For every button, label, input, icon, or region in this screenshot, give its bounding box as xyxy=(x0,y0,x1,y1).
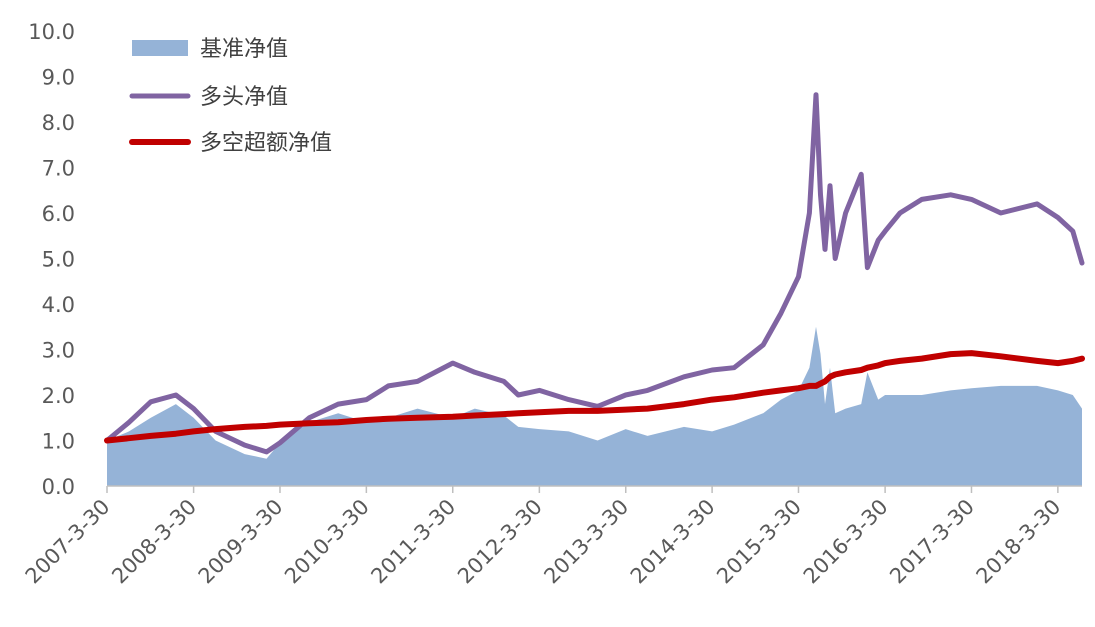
x-tick-label: 2016-3-30 xyxy=(799,495,893,589)
series-line-long xyxy=(104,92,1085,455)
x-tick-label: 2017-3-30 xyxy=(885,495,979,589)
y-tick-label: 0.0 xyxy=(42,475,75,499)
legend-swatch-benchmark xyxy=(132,40,188,56)
x-tick-label: 2010-3-30 xyxy=(280,495,374,589)
x-tick-label: 2015-3-30 xyxy=(712,495,806,589)
y-tick-label: 1.0 xyxy=(42,430,75,454)
y-tick-label: 6.0 xyxy=(42,202,75,226)
x-tick-label: 2018-3-30 xyxy=(972,495,1066,589)
x-tick-label: 2007-3-30 xyxy=(21,495,115,589)
y-tick-label: 3.0 xyxy=(42,339,75,363)
y-tick-label: 4.0 xyxy=(42,293,75,317)
y-axis-ticks: 0.0 1.0 2.0 3.0 4.0 5.0 6.0 7.0 8.0 9.0 10.0 xyxy=(28,20,75,499)
series-area-benchmark xyxy=(107,326,1082,486)
legend-label: 多空超额净值 xyxy=(200,131,332,156)
x-tick-label: 2008-3-30 xyxy=(107,495,201,589)
legend-label: 基准净值 xyxy=(200,37,288,62)
y-tick-label: 7.0 xyxy=(42,157,75,181)
y-tick-label: 10.0 xyxy=(28,20,75,44)
legend-label: 多头净值 xyxy=(200,85,288,110)
x-tick-label: 2013-3-30 xyxy=(539,495,633,589)
y-tick-label: 2.0 xyxy=(42,384,75,408)
x-tick-label: 2012-3-30 xyxy=(453,495,547,589)
x-tick-label: 2009-3-30 xyxy=(194,495,288,589)
x-tick-label: 2011-3-30 xyxy=(366,495,460,589)
y-tick-label: 8.0 xyxy=(42,111,75,135)
x-tick-label: 2014-3-30 xyxy=(626,495,720,589)
y-tick-label: 5.0 xyxy=(42,248,75,272)
plot-area xyxy=(104,92,1085,486)
y-tick-label: 9.0 xyxy=(42,66,75,90)
x-axis-ticks: 2007-3-302008-3-302009-3-302010-3-302011… xyxy=(21,486,1066,589)
series-line-excess xyxy=(104,350,1085,444)
